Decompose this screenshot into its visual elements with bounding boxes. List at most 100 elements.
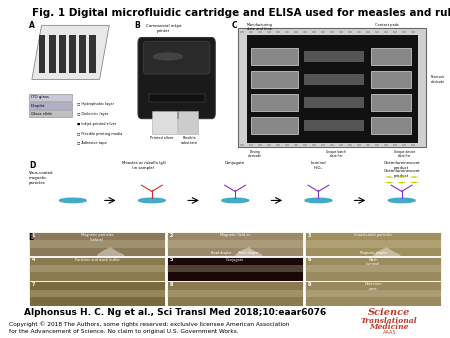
Text: Commercial inkjet
printer: Commercial inkjet printer bbox=[146, 24, 181, 32]
Polygon shape bbox=[409, 182, 419, 184]
Circle shape bbox=[305, 198, 332, 203]
Bar bbox=[384, 31, 388, 33]
Bar bbox=[249, 144, 253, 146]
Bar bbox=[304, 51, 364, 62]
Text: 2: 2 bbox=[170, 233, 173, 238]
Polygon shape bbox=[409, 176, 419, 178]
Bar bbox=[167, 265, 303, 272]
Bar bbox=[402, 31, 406, 33]
Bar bbox=[357, 31, 361, 33]
Text: Manufacturing
date and time: Manufacturing date and time bbox=[247, 23, 272, 31]
Text: Measles or rubella IgG
(in sample): Measles or rubella IgG (in sample) bbox=[122, 161, 166, 170]
Bar bbox=[366, 144, 370, 146]
Bar bbox=[238, 28, 426, 147]
Bar bbox=[69, 35, 76, 73]
Bar bbox=[321, 144, 325, 146]
Text: Unactivated particles: Unactivated particles bbox=[354, 233, 392, 237]
Circle shape bbox=[139, 198, 165, 203]
Bar bbox=[305, 232, 441, 256]
Text: □ Flexible printing media: □ Flexible printing media bbox=[77, 131, 122, 136]
Text: Detection
zone: Detection zone bbox=[364, 282, 382, 291]
Bar bbox=[249, 31, 253, 33]
Bar bbox=[371, 94, 411, 111]
Bar bbox=[167, 240, 303, 248]
Text: 3: 3 bbox=[308, 233, 311, 238]
Bar bbox=[251, 71, 298, 88]
Bar bbox=[384, 144, 388, 146]
Text: □ Dielectric layer: □ Dielectric layer bbox=[77, 112, 109, 116]
Bar bbox=[348, 31, 352, 33]
Bar bbox=[167, 232, 303, 256]
Text: Fig. 1 Digital microfluidic cartridge and ELISA used for measles and rubella tes: Fig. 1 Digital microfluidic cartridge an… bbox=[32, 8, 450, 19]
Bar bbox=[294, 144, 298, 146]
Text: A: A bbox=[29, 21, 35, 30]
Bar bbox=[305, 290, 441, 297]
Text: Alphonsus H. C. Ng et al., Sci Transl Med 2018;10:eaar6076: Alphonsus H. C. Ng et al., Sci Transl Me… bbox=[24, 308, 327, 317]
Bar bbox=[148, 94, 205, 102]
Bar bbox=[29, 257, 165, 281]
Bar bbox=[167, 257, 303, 281]
FancyBboxPatch shape bbox=[178, 111, 198, 134]
Text: D: D bbox=[29, 161, 36, 170]
Text: Wash
Luminol: Wash Luminol bbox=[366, 258, 380, 266]
Text: Science: Science bbox=[368, 308, 410, 317]
Text: 7: 7 bbox=[32, 282, 35, 287]
Bar bbox=[303, 31, 307, 33]
Bar bbox=[371, 71, 411, 88]
Bar bbox=[330, 144, 334, 146]
Text: Virus-coated
magnetic
particles: Virus-coated magnetic particles bbox=[29, 171, 54, 185]
Text: Magnetic particles
(before): Magnetic particles (before) bbox=[81, 233, 113, 242]
Bar bbox=[90, 35, 96, 73]
Text: Flexible
substrate: Flexible substrate bbox=[181, 136, 198, 145]
Bar bbox=[312, 144, 316, 146]
Text: Conjugate: Conjugate bbox=[226, 258, 244, 262]
Bar bbox=[411, 31, 415, 33]
Bar bbox=[240, 144, 244, 146]
Bar bbox=[49, 35, 55, 73]
Text: Bead droplet  Wash droplet: Bead droplet Wash droplet bbox=[211, 251, 259, 255]
Polygon shape bbox=[384, 182, 394, 184]
Bar bbox=[371, 48, 411, 65]
Bar bbox=[276, 31, 280, 33]
Bar bbox=[366, 31, 370, 33]
Bar bbox=[267, 31, 271, 33]
Bar bbox=[39, 35, 45, 73]
Polygon shape bbox=[396, 176, 407, 178]
Text: 4: 4 bbox=[32, 257, 35, 262]
Text: 6: 6 bbox=[308, 257, 311, 262]
Bar bbox=[29, 290, 165, 297]
Text: E: E bbox=[28, 233, 33, 242]
Bar bbox=[339, 31, 343, 33]
Bar bbox=[167, 281, 303, 306]
Text: Droplet: Droplet bbox=[31, 103, 45, 107]
Bar bbox=[305, 257, 441, 281]
Bar bbox=[294, 31, 298, 33]
Bar bbox=[312, 31, 316, 33]
Text: Copyright © 2018 The Authors, some rights reserved; exclusive licensee American : Copyright © 2018 The Authors, some right… bbox=[9, 321, 289, 334]
FancyBboxPatch shape bbox=[138, 38, 215, 119]
Text: Magnetic field on: Magnetic field on bbox=[220, 233, 251, 237]
Text: Chemiluminescent
product: Chemiluminescent product bbox=[383, 161, 420, 170]
Text: Reservoir
electrode: Reservoir electrode bbox=[430, 75, 445, 84]
Text: 1: 1 bbox=[32, 233, 35, 238]
Bar bbox=[304, 97, 364, 108]
Bar bbox=[29, 240, 165, 248]
Polygon shape bbox=[384, 176, 394, 178]
Text: Glass slide: Glass slide bbox=[31, 112, 52, 116]
Bar bbox=[267, 144, 271, 146]
Bar bbox=[339, 144, 343, 146]
Text: Printed silver: Printed silver bbox=[150, 136, 173, 140]
Bar bbox=[251, 94, 298, 111]
Bar bbox=[375, 31, 379, 33]
Bar bbox=[251, 117, 298, 134]
Bar bbox=[305, 240, 441, 248]
Bar bbox=[79, 35, 86, 73]
Bar bbox=[29, 102, 72, 109]
Bar bbox=[305, 265, 441, 272]
Bar bbox=[29, 265, 165, 272]
Text: □ Hydrophobic layer: □ Hydrophobic layer bbox=[77, 102, 114, 106]
Bar bbox=[29, 110, 72, 117]
Bar bbox=[240, 31, 244, 33]
Text: Magnetic droplet: Magnetic droplet bbox=[360, 251, 387, 255]
Bar bbox=[305, 281, 441, 306]
